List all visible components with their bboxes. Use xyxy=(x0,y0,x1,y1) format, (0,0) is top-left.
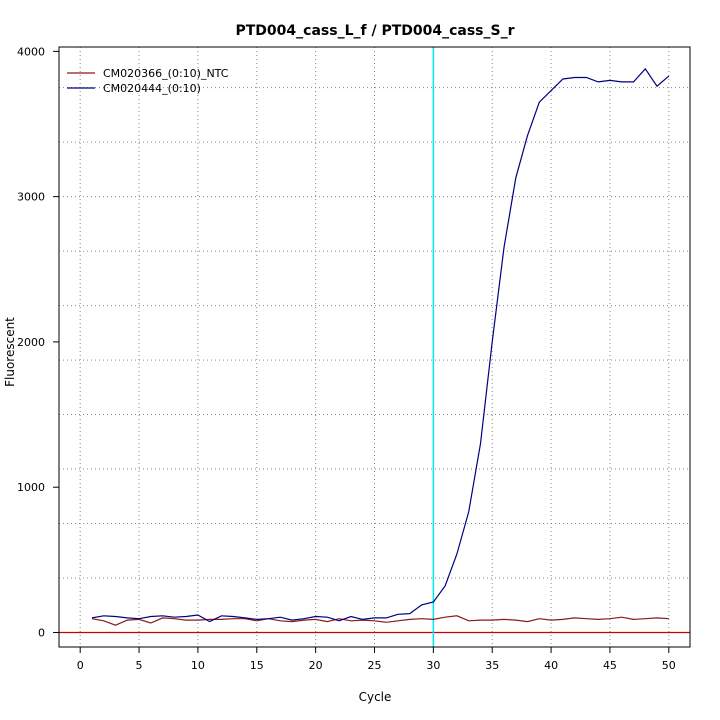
x-tick-label: 0 xyxy=(77,659,84,672)
x-tick-label: 15 xyxy=(250,659,264,672)
x-tick-label: 50 xyxy=(662,659,676,672)
x-tick-label: 35 xyxy=(485,659,499,672)
x-tick-label: 30 xyxy=(426,659,440,672)
legend-label-2: CM020444_(0:10) xyxy=(103,82,201,95)
x-tick-label: 45 xyxy=(603,659,617,672)
y-tick-label: 0 xyxy=(38,626,45,639)
x-axis-label: Cycle xyxy=(359,690,392,704)
y-axis: 0 1000 2000 3000 4000 xyxy=(17,45,59,639)
x-tick-label: 5 xyxy=(136,659,143,672)
chart-title: PTD004_cass_L_f / PTD004_cass_S_r xyxy=(236,23,515,39)
series-line-2 xyxy=(91,67,670,623)
series-line-1 xyxy=(91,615,669,626)
x-tick-label: 25 xyxy=(368,659,382,672)
x-tick-label: 10 xyxy=(191,659,205,672)
y-axis-label: Fluorescent xyxy=(3,317,17,387)
x-tick-label: 40 xyxy=(544,659,558,672)
legend-label-1: CM020366_(0:10)_NTC xyxy=(103,67,229,80)
reference-lines xyxy=(59,47,690,647)
y-tick-label: 4000 xyxy=(17,45,45,58)
legend: CM020366_(0:10)_NTC CM020444_(0:10) xyxy=(67,67,229,95)
y-tick-label: 1000 xyxy=(17,481,45,494)
x-tick-label: 20 xyxy=(309,659,323,672)
y-tick-label: 2000 xyxy=(17,336,45,349)
grid xyxy=(59,47,690,647)
y-tick-label: 3000 xyxy=(17,191,45,204)
series-lines xyxy=(91,67,670,626)
x-axis: 0 5 10 15 20 25 30 35 40 45 50 xyxy=(77,647,676,672)
